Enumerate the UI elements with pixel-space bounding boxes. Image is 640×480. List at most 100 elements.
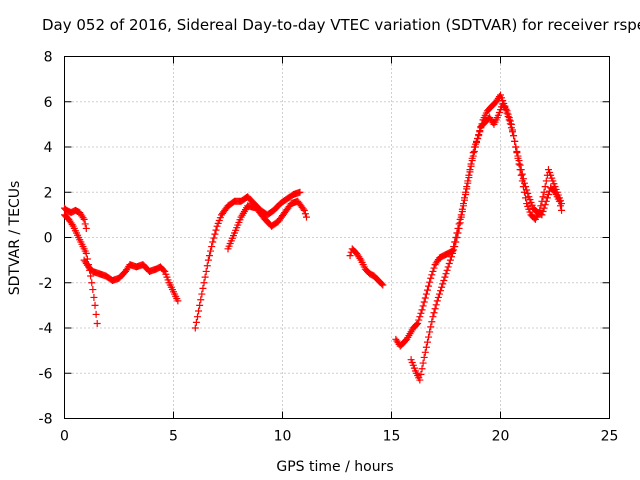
data-point: [454, 229, 462, 237]
data-point: [437, 287, 445, 295]
data-point: [449, 249, 457, 257]
data-point: [196, 301, 204, 309]
data-point: [464, 179, 472, 187]
data-point: [427, 323, 435, 331]
data-point: [419, 359, 427, 367]
data-point: [425, 333, 433, 341]
data-point: [421, 294, 429, 302]
data-point: [422, 290, 430, 298]
data-point: [300, 206, 308, 214]
data-point: [422, 343, 430, 351]
data-point: [503, 107, 511, 115]
data-point: [68, 220, 76, 228]
data-point: [427, 274, 435, 282]
data-point: [456, 219, 464, 227]
data-point: [204, 256, 212, 264]
data-point: [414, 319, 422, 327]
data-point: [444, 263, 452, 271]
data-point: [543, 194, 551, 202]
y-tick-label: -4: [39, 321, 53, 337]
data-point: [433, 297, 441, 305]
data-point: [87, 272, 95, 280]
data-point: [302, 213, 310, 221]
data-point: [426, 328, 434, 336]
y-tick-label: -8: [39, 412, 53, 428]
data-point: [431, 305, 439, 313]
data-point: [476, 127, 484, 135]
data-point: [515, 157, 523, 165]
series-track-3: [80, 256, 182, 305]
data-point: [193, 313, 201, 321]
data-point: [502, 105, 510, 113]
data-point: [517, 166, 525, 174]
data-point: [439, 280, 447, 288]
data-point: [429, 267, 437, 275]
data-point: [160, 266, 168, 274]
data-point: [511, 137, 519, 145]
data-point: [504, 110, 512, 118]
data-point: [212, 226, 220, 234]
data-point: [82, 249, 90, 257]
data-point: [428, 318, 436, 326]
data-point: [299, 205, 307, 213]
series-track-2: [61, 204, 90, 232]
x-tick-label: 20: [492, 429, 510, 445]
data-point: [416, 313, 424, 321]
data-point: [420, 353, 428, 361]
data-point: [522, 194, 530, 202]
data-point: [296, 188, 304, 196]
data-point: [555, 197, 563, 205]
data-point: [434, 293, 442, 301]
data-point: [423, 338, 431, 346]
series-track-5: [224, 197, 310, 253]
data-point: [516, 161, 524, 169]
data-point: [198, 290, 206, 298]
x-axis-label: GPS time / hours: [276, 459, 393, 475]
data-point: [507, 120, 515, 128]
data-point: [539, 207, 547, 215]
data-point: [208, 243, 216, 251]
data-point: [421, 348, 429, 356]
data-point: [417, 309, 425, 317]
data-point: [522, 183, 530, 191]
y-tick-label: -2: [39, 276, 53, 292]
data-point: [468, 157, 476, 165]
x-tick-label: 5: [169, 429, 178, 445]
data-point: [513, 148, 521, 156]
data-point: [426, 278, 434, 286]
data-point: [541, 183, 549, 191]
data-point: [425, 282, 433, 290]
data-point: [93, 319, 101, 327]
data-point: [542, 197, 550, 205]
data-point: [443, 266, 451, 274]
data-point: [505, 114, 513, 122]
data-point: [201, 273, 209, 281]
data-point: [452, 238, 460, 246]
data-point: [467, 162, 475, 170]
data-point: [423, 286, 431, 294]
data-point: [519, 175, 527, 183]
data-point: [510, 132, 518, 140]
data-point: [512, 143, 520, 151]
data-point: [461, 196, 469, 204]
data-point: [197, 296, 205, 304]
data-point: [540, 188, 548, 196]
data-point: [445, 260, 453, 268]
data-point: [558, 206, 566, 214]
series-track-4: [191, 188, 304, 332]
data-point: [475, 131, 483, 139]
chart-title: Day 052 of 2016, Sidereal Day-to-day VTE…: [42, 16, 640, 34]
data-point: [82, 224, 90, 232]
data-point: [378, 280, 386, 288]
data-point: [466, 168, 474, 176]
data-point: [523, 186, 531, 194]
data-point: [506, 117, 514, 125]
data-point: [90, 293, 98, 301]
data-point: [430, 309, 438, 317]
data-point: [174, 297, 182, 305]
data-point: [514, 152, 522, 160]
data-point: [420, 298, 428, 306]
data-point: [80, 215, 88, 223]
data-point: [508, 126, 516, 134]
data-point: [438, 283, 446, 291]
